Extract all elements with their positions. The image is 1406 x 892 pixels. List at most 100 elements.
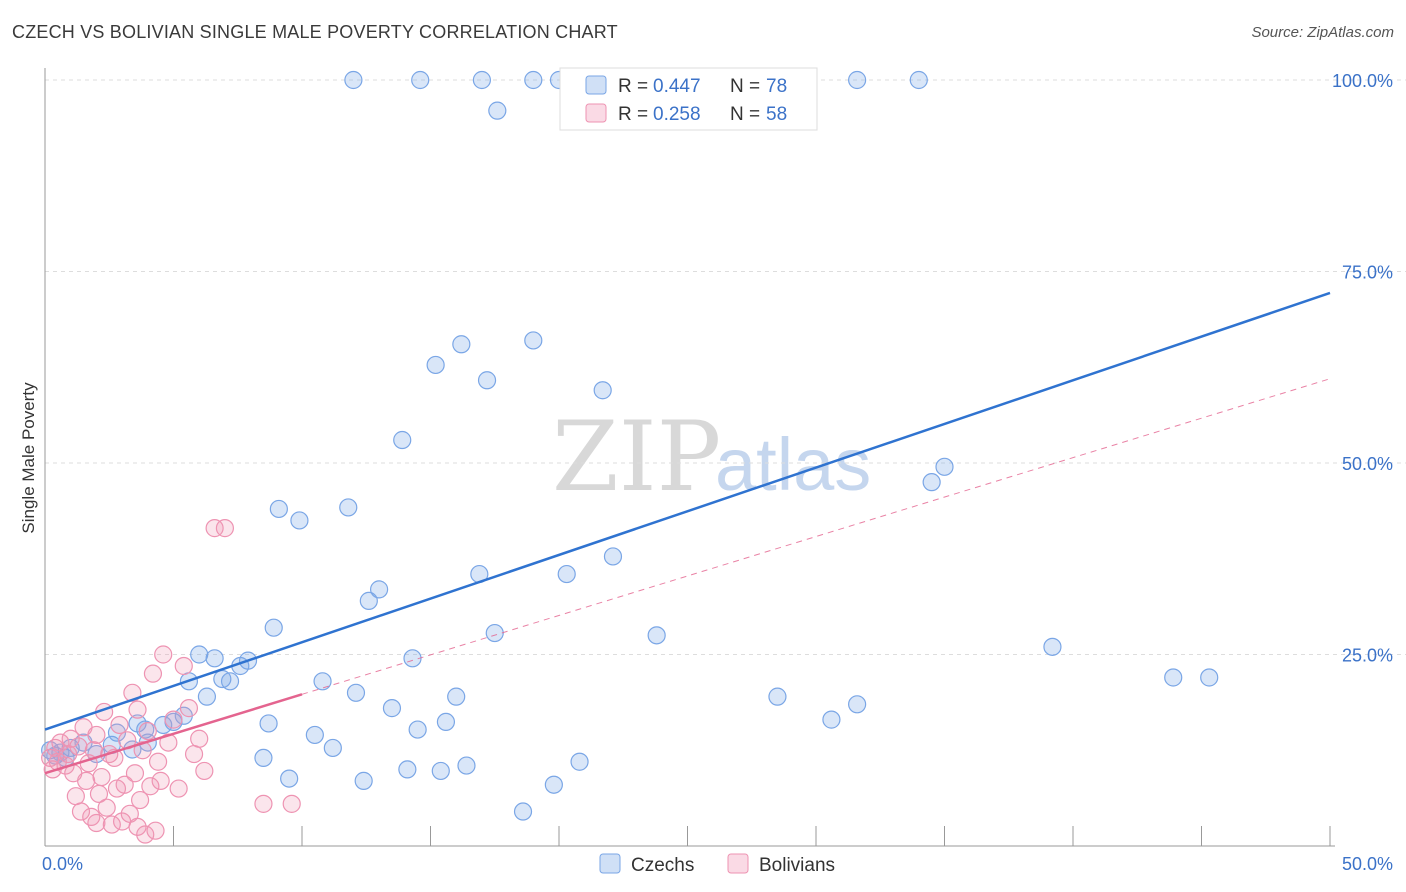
- bottom-legend: Czechs Bolivians: [599, 853, 835, 876]
- bottom-legend-bolivian-label: Bolivians: [759, 855, 835, 876]
- source-label: Source: ZipAtlas.com: [1251, 24, 1394, 41]
- bolivian-point-21: [97, 798, 116, 817]
- czech-point-31: [313, 672, 332, 691]
- bolivian-point-48: [179, 699, 199, 718]
- czech-point-37: [370, 580, 389, 599]
- czech-point-36: [359, 591, 378, 610]
- trend-lines: [44, 291, 1331, 775]
- bolivian-point-26: [110, 715, 129, 735]
- czech-point-71: [848, 70, 867, 90]
- bolivian-point-52: [205, 519, 224, 538]
- bolivian-point-41: [148, 752, 168, 771]
- czech-point-53: [524, 331, 543, 350]
- czech-point-38: [382, 699, 402, 718]
- y-tick-label-3: 25.0%: [1342, 646, 1393, 666]
- bolivian-point-32: [125, 764, 145, 783]
- czech-point-45: [436, 712, 456, 732]
- bolivian-point-7: [61, 729, 80, 748]
- czech-point-42: [408, 720, 427, 739]
- bolivian-trend-dashed: [301, 378, 1331, 695]
- bolivian-point-31: [123, 683, 142, 702]
- czech-point-73: [411, 70, 430, 90]
- czech-point-25: [259, 714, 278, 733]
- bolivian-point-36: [136, 825, 155, 844]
- bolivian-point-19: [92, 767, 111, 787]
- watermark-zip: ZIP: [552, 401, 721, 513]
- czech-point-62: [848, 695, 867, 714]
- legend-czech-r-value: 0.447: [653, 76, 701, 97]
- czech-point-17: [190, 645, 209, 664]
- y-tick-labels: 100.0% 75.0% 50.0% 25.0%: [1332, 71, 1393, 666]
- czech-point-67: [1200, 668, 1219, 687]
- czech-point-33: [339, 498, 358, 517]
- czech-point-30: [305, 725, 324, 745]
- legend-czech-swatch: [585, 75, 607, 95]
- y-tick-label-0: 100.0%: [1332, 71, 1393, 91]
- czech-point-69: [488, 101, 507, 120]
- bolivian-point-13: [77, 771, 96, 790]
- bolivian-point-50: [190, 729, 209, 748]
- czech-point-32: [323, 738, 342, 758]
- legend-bolivian-r-value: 0.258: [653, 104, 701, 125]
- bolivian-point-42: [151, 771, 170, 790]
- bolivian-point-56: [87, 813, 106, 833]
- bolivian-point-46: [169, 779, 188, 798]
- czech-point-18: [197, 687, 217, 706]
- watermark: ZIP atlas: [552, 401, 871, 513]
- grid-lines: [45, 79, 1406, 655]
- czech-point-48: [457, 756, 476, 775]
- czech-point-24: [254, 748, 273, 768]
- czech-point-29: [290, 511, 309, 530]
- bolivian-point-33: [128, 700, 147, 719]
- czech-point-56: [570, 752, 589, 771]
- czech-point-26: [264, 618, 283, 637]
- bolivian-point-54: [254, 794, 273, 813]
- czech-point-46: [447, 687, 466, 706]
- czech-point-27: [269, 499, 288, 519]
- y-axis-label: Single Male Poverty: [19, 382, 38, 534]
- bolivian-trend-solid: [44, 693, 303, 775]
- czech-point-40: [398, 760, 417, 779]
- czech-point-50: [477, 371, 497, 390]
- czech-point-44: [431, 761, 450, 781]
- czech-point-61: [822, 710, 841, 729]
- czech-point-34: [346, 683, 366, 702]
- czech-point-13: [154, 715, 173, 735]
- czech-point-28: [280, 769, 299, 788]
- czech-point-51: [485, 623, 504, 643]
- legend-czech-n-label: N =: [730, 76, 760, 97]
- czech-point-72: [909, 70, 928, 90]
- bottom-legend-czech-label: Czechs: [631, 855, 694, 876]
- czech-point-60: [768, 687, 787, 706]
- legend-czech-r-label: R =: [618, 76, 648, 97]
- czech-point-43: [426, 355, 445, 375]
- czech-point-74: [344, 70, 363, 90]
- bolivian-point-34: [130, 790, 150, 810]
- legend-czech-n-value: 78: [766, 76, 787, 97]
- bolivian-point-47: [174, 656, 193, 676]
- chart-title: CZECH VS BOLIVIAN SINGLE MALE POVERTY CO…: [12, 22, 618, 42]
- czech-point-65: [1043, 637, 1062, 656]
- czech-trend-line: [44, 291, 1331, 731]
- czech-point-35: [354, 771, 373, 790]
- bolivian-points: [41, 519, 301, 844]
- bolivian-point-43: [154, 645, 173, 664]
- x-tick-label-1: 50.0%: [1342, 854, 1393, 874]
- bolivian-point-23: [102, 815, 121, 834]
- bolivian-point-6: [59, 744, 78, 764]
- czech-point-19: [205, 649, 224, 668]
- czech-point-66: [1164, 668, 1183, 687]
- legend-bolivian-r-label: R =: [618, 104, 648, 125]
- czech-point-58: [603, 547, 623, 566]
- bolivian-point-9: [66, 787, 85, 806]
- bolivian-point-38: [141, 777, 160, 796]
- czech-point-55: [557, 564, 576, 584]
- axes: [44, 68, 1335, 847]
- czech-point-63: [922, 473, 941, 492]
- legend-bolivian-n-value: 58: [766, 104, 787, 125]
- bolivian-point-28: [115, 775, 134, 794]
- bottom-legend-czech-swatch: [599, 853, 621, 874]
- bolivian-point-45: [164, 710, 183, 729]
- bolivian-point-40: [146, 821, 165, 840]
- legend: R = 0.447 N = 78 R = 0.258 N = 58: [559, 67, 818, 131]
